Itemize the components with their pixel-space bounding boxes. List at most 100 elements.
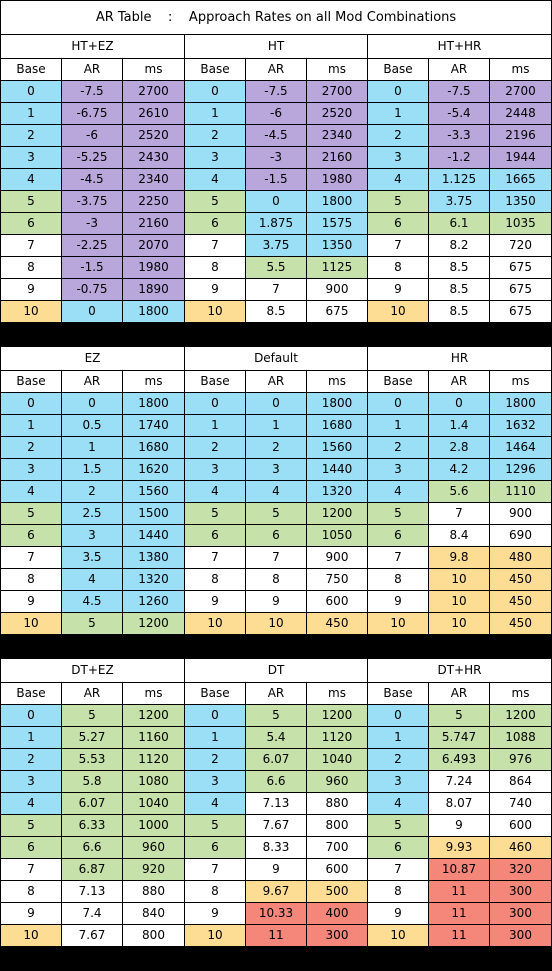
cell-base: 5	[1, 503, 61, 524]
cell-ar: 5	[429, 705, 489, 726]
cell-ms: 2700	[123, 81, 184, 102]
cell-ms: 2700	[307, 81, 367, 102]
cell-ms: 1200	[307, 503, 367, 524]
cell-ar: 8.4	[429, 525, 489, 546]
cell-base: 5	[1, 191, 61, 212]
cell-base: 10	[185, 301, 245, 322]
cell-ar: 8.2	[429, 235, 489, 256]
cell-ms: 960	[123, 837, 184, 858]
cell-ms: 920	[123, 859, 184, 880]
cell-ar: 5	[62, 705, 122, 726]
cell-base: 8	[185, 569, 245, 590]
cell-base: 2	[368, 749, 428, 770]
cell-base: 10	[1, 301, 61, 322]
cell-base: 6	[368, 837, 428, 858]
cell-ms: 1980	[307, 169, 367, 190]
cell-ar: -7.5	[246, 81, 306, 102]
panel-title: HT	[185, 35, 367, 58]
cell-ar: -4.5	[246, 125, 306, 146]
cell-base: 8	[368, 569, 428, 590]
cell-base: 4	[185, 169, 245, 190]
cell-ms: 450	[490, 591, 551, 612]
cell-ar: 5	[246, 705, 306, 726]
cell-base: 2	[1, 437, 61, 458]
column-header-ar: AR	[429, 683, 489, 704]
cell-base: 9	[368, 591, 428, 612]
cell-ar: -6	[246, 103, 306, 124]
cell-base: 6	[368, 213, 428, 234]
cell-ar: 7.67	[62, 925, 122, 946]
cell-ar: -2.25	[62, 235, 122, 256]
cell-base: 1	[1, 103, 61, 124]
cell-ms: 320	[490, 859, 551, 880]
cell-ms: 1110	[490, 481, 551, 502]
cell-base: 6	[368, 525, 428, 546]
cell-ms: 2700	[490, 81, 551, 102]
cell-ar: 4	[62, 569, 122, 590]
cell-base: 3	[185, 771, 245, 792]
cell-ms: 690	[490, 525, 551, 546]
cell-base: 5	[185, 503, 245, 524]
cell-base: 4	[1, 793, 61, 814]
column-header-ms: ms	[490, 683, 551, 704]
cell-ar: 7.24	[429, 771, 489, 792]
cell-ar: 1	[62, 437, 122, 458]
cell-ms: 1944	[490, 147, 551, 168]
cell-ms: 2520	[123, 125, 184, 146]
cell-ar: -6.75	[62, 103, 122, 124]
column-header-ar: AR	[62, 683, 122, 704]
cell-ms: 1200	[123, 705, 184, 726]
cell-ar: -1.5	[62, 257, 122, 278]
cell-ms: 1560	[307, 437, 367, 458]
cell-ms: 1800	[307, 393, 367, 414]
cell-ar: 2	[246, 437, 306, 458]
cell-ms: 880	[307, 793, 367, 814]
cell-base: 0	[1, 81, 61, 102]
column-header-ms: ms	[307, 371, 367, 392]
cell-ar: 3.75	[429, 191, 489, 212]
cell-ms: 1080	[123, 771, 184, 792]
cell-ms: 1088	[490, 727, 551, 748]
panel-hr: HR Base AR ms 0 0 1800 1 1.4 1632 2 2.8 1464 3 4.2 1296…	[368, 347, 551, 634]
column-header-base: Base	[368, 683, 428, 704]
panel-title: DT	[185, 659, 367, 682]
cell-base: 3	[368, 147, 428, 168]
cell-ar: 1.5	[62, 459, 122, 480]
cell-ms: 900	[307, 279, 367, 300]
cell-base: 5	[1, 815, 61, 836]
cell-ar: 3	[62, 525, 122, 546]
cell-ar: 9	[246, 591, 306, 612]
cell-base: 0	[368, 81, 428, 102]
cell-ms: 675	[490, 257, 551, 278]
cell-base: 8	[185, 257, 245, 278]
cell-ar: 10.33	[246, 903, 306, 924]
cell-ar: 3.5	[62, 547, 122, 568]
cell-ms: 1320	[123, 569, 184, 590]
cell-ar: 11	[429, 903, 489, 924]
cell-base: 10	[368, 613, 428, 634]
cell-ar: 0	[429, 393, 489, 414]
cell-base: 7	[368, 235, 428, 256]
cell-ms: 450	[490, 569, 551, 590]
cell-ms: 1050	[307, 525, 367, 546]
cell-ar: -1.5	[246, 169, 306, 190]
cell-ms: 2070	[123, 235, 184, 256]
cell-ar: 6.6	[246, 771, 306, 792]
cell-base: 9	[185, 279, 245, 300]
cell-base: 3	[1, 771, 61, 792]
cell-ar: 5	[246, 503, 306, 524]
column-header-ar: AR	[62, 371, 122, 392]
cell-ar: 11	[429, 925, 489, 946]
cell-ms: 960	[307, 771, 367, 792]
cell-base: 9	[185, 903, 245, 924]
cell-base: 5	[368, 815, 428, 836]
cell-ms: 1632	[490, 415, 551, 436]
cell-ms: 2196	[490, 125, 551, 146]
cell-base: 7	[185, 547, 245, 568]
cell-base: 6	[1, 525, 61, 546]
cell-ar: 7.13	[62, 881, 122, 902]
cell-base: 10	[185, 613, 245, 634]
cell-ar: 1	[246, 415, 306, 436]
cell-base: 7	[368, 859, 428, 880]
column-header-ms: ms	[307, 683, 367, 704]
